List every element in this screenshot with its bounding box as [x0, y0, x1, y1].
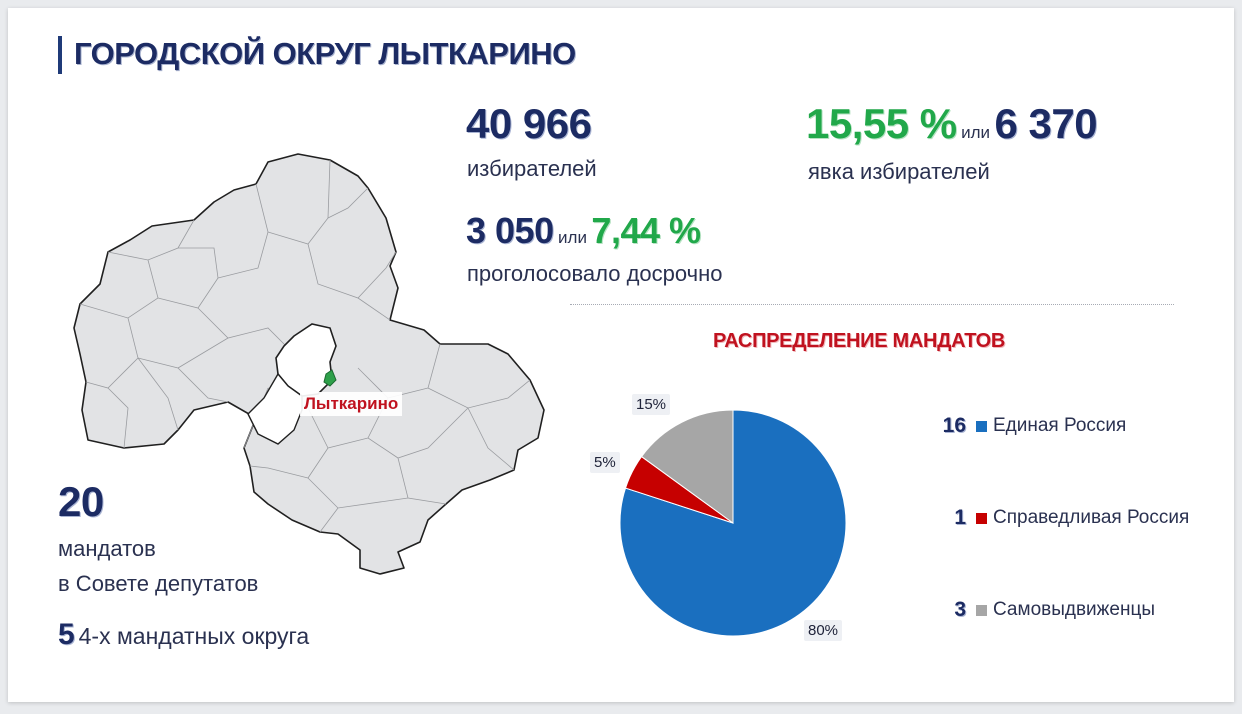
- new-moscow: [247, 372, 303, 445]
- legend-swatch-spravedlivaya: [976, 512, 987, 524]
- pie-label-samovydvizhentsy: 15%: [632, 394, 671, 415]
- mandates-line2: в Совете депутатов: [58, 571, 259, 596]
- legend-count-edinaya: 16: [942, 414, 966, 437]
- early-voting-row: 3 050 или 7,44 %: [466, 210, 701, 252]
- pie-label-spravedlivaya: 5%: [590, 452, 620, 473]
- pie-label-edinaya: 80%: [804, 620, 843, 641]
- section-divider: [570, 304, 1174, 305]
- mandates-pie-chart: [619, 409, 847, 637]
- mandates-line1: мандатов: [58, 536, 156, 561]
- legend-item-spravedlivaya: 1 Справедливая Россия: [928, 506, 1189, 530]
- early-label: проголосовало досрочно: [467, 261, 723, 286]
- lytkarino-highlight: [323, 369, 337, 387]
- legend-item-edinaya: 16 Единая Россия: [928, 414, 1127, 438]
- mandates-value: 20: [58, 478, 104, 525]
- districts-row: 5 4-х мандатных округа: [58, 618, 309, 652]
- legend-label-edinaya: Единая Россия: [993, 415, 1127, 436]
- legend-count-samovydvizhentsy: 3: [954, 598, 966, 621]
- legend-item-samovydvizhentsy: 3 Самовыдвиженцы: [928, 598, 1155, 622]
- early-or: или: [558, 228, 587, 247]
- turnout-row: 15,55 % или 6 370: [806, 100, 1098, 148]
- legend-label-samovydvizhentsy: Самовыдвиженцы: [993, 599, 1155, 620]
- early-count: 3 050: [466, 210, 554, 251]
- districts-label: 4-х мандатных округа: [78, 623, 310, 649]
- turnout-label: явка избирателей: [808, 159, 990, 184]
- voters-value: 40 966: [466, 100, 592, 147]
- turnout-count: 6 370: [994, 100, 1098, 147]
- pie-slice-samovydvizhentsy: [640, 409, 734, 524]
- districts-value: 5: [58, 618, 75, 651]
- map-label-lytkarino: Лыткарино: [300, 392, 403, 416]
- early-percent: 7,44 %: [591, 210, 701, 251]
- legend-swatch-samovydvizhentsy: [976, 604, 987, 616]
- legend-label-spravedlivaya: Справедливая Россия: [993, 507, 1190, 528]
- title-accent-bar: [58, 36, 62, 74]
- page-title: ГОРОДСКОЙ ОКРУГ ЛЫТКАРИНО: [74, 36, 576, 71]
- legend-count-spravedlivaya: 1: [954, 506, 966, 529]
- pie-slice-edinaya: [619, 409, 847, 637]
- slide: ГОРОДСКОЙ ОКРУГ ЛЫТКАРИНО: [8, 8, 1234, 702]
- voters-label: избирателей: [467, 156, 597, 181]
- turnout-or: или: [961, 123, 990, 142]
- district-borders: [79, 159, 531, 533]
- moscow-region-map: [73, 153, 545, 575]
- turnout-percent: 15,55 %: [806, 100, 957, 147]
- legend-swatch-edinaya: [976, 420, 987, 432]
- chart-title: РАСПРЕДЕЛЕНИЕ МАНДАТОВ: [713, 330, 1006, 352]
